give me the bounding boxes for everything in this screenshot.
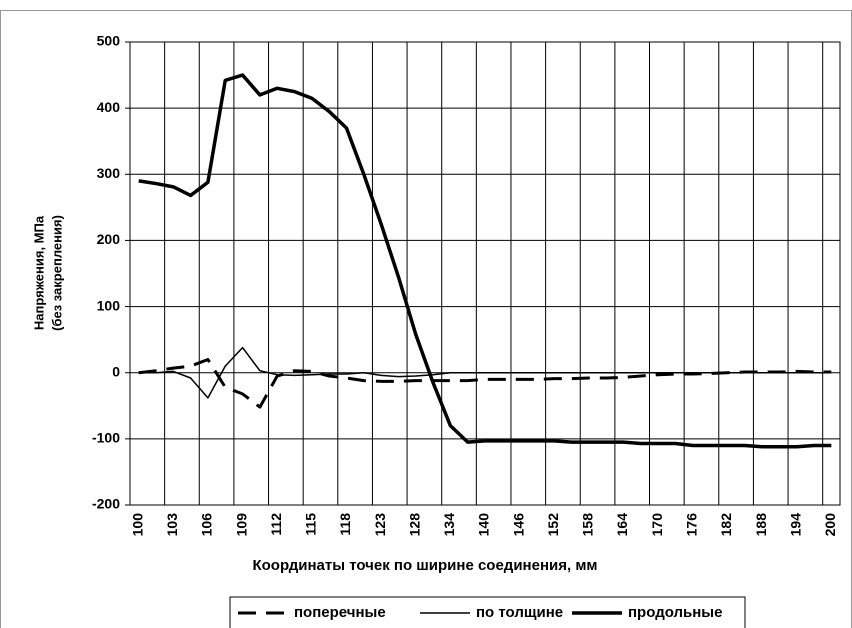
y-tick-label: 500 bbox=[97, 33, 121, 49]
x-tick-label: 164 bbox=[614, 513, 630, 537]
legend-label: продольные bbox=[628, 604, 722, 621]
y-tick-label: 400 bbox=[97, 99, 121, 115]
y-tick-label: 300 bbox=[97, 165, 121, 181]
x-tick-label: 176 bbox=[684, 513, 700, 537]
x-tick-label: 188 bbox=[753, 513, 769, 537]
y-axis-label: (без закрепления) bbox=[49, 215, 64, 331]
x-tick-label: 109 bbox=[233, 513, 249, 537]
x-tick-label: 128 bbox=[406, 513, 422, 537]
y-tick-label: -100 bbox=[92, 430, 120, 446]
x-tick-label: 140 bbox=[476, 513, 492, 537]
legend-box bbox=[229, 596, 746, 628]
x-tick-label: 158 bbox=[580, 513, 596, 537]
y-tick-label: 100 bbox=[97, 297, 121, 313]
x-tick-label: 194 bbox=[787, 513, 803, 537]
y-tick-label: 0 bbox=[112, 363, 120, 379]
x-tick-label: 115 bbox=[303, 513, 319, 536]
legend-label: поперечные bbox=[294, 604, 386, 621]
x-tick-label: 200 bbox=[822, 513, 838, 537]
x-tick-label: 182 bbox=[718, 513, 734, 537]
x-tick-label: 170 bbox=[649, 513, 665, 537]
x-tick-label: 123 bbox=[372, 513, 388, 537]
x-tick-label: 100 bbox=[129, 513, 145, 537]
x-tick-label: 103 bbox=[164, 513, 180, 537]
x-tick-label: 134 bbox=[441, 513, 457, 537]
y-tick-label: 200 bbox=[97, 231, 121, 247]
series-line bbox=[138, 346, 832, 399]
x-tick-label: 106 bbox=[199, 513, 215, 537]
legend-label: по толщине bbox=[476, 604, 563, 621]
x-tick-label: 112 bbox=[268, 513, 284, 536]
x-tick-label: 118 bbox=[337, 513, 353, 536]
x-tick-label: 152 bbox=[545, 513, 561, 537]
x-axis-label: Координаты точек по ширине соединения, м… bbox=[252, 557, 597, 574]
y-tick-label: -200 bbox=[92, 496, 120, 512]
series-line bbox=[138, 73, 832, 449]
plot-area bbox=[129, 41, 841, 506]
y-axis-label: Напряжения, МПа bbox=[31, 215, 46, 330]
x-tick-label: 146 bbox=[510, 513, 526, 537]
